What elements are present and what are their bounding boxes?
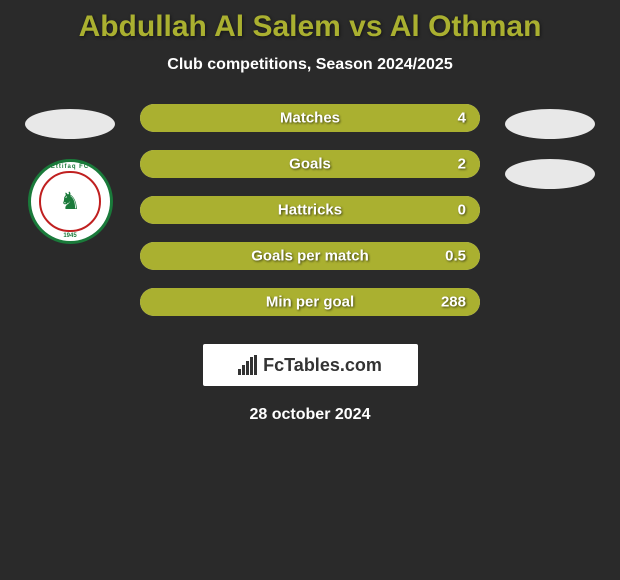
content-row: Ettifaq FC ♞ 1945 Matches 4 Goals 2 Hattrick… xyxy=(0,104,620,316)
stats-bars: Matches 4 Goals 2 Hattricks 0 Goals per match 0… xyxy=(140,104,480,316)
bar-value: 0 xyxy=(458,202,466,219)
bar-label: Min per goal xyxy=(266,294,354,311)
subtitle: Club competitions, Season 2024/2025 xyxy=(0,56,620,74)
stat-bar: Goals per match 0.5 xyxy=(140,242,480,270)
page-title: Abdullah Al Salem vs Al Othman xyxy=(0,10,620,44)
bar-value: 288 xyxy=(441,294,466,311)
bar-label: Hattricks xyxy=(278,202,342,219)
horse-icon: ♞ xyxy=(59,187,81,216)
player-avatar-left xyxy=(25,109,115,139)
bar-value: 4 xyxy=(458,110,466,127)
club-logo-name: Ettifaq FC xyxy=(51,164,89,170)
left-column: Ettifaq FC ♞ 1945 xyxy=(20,104,120,244)
club-logo-year: 1945 xyxy=(63,233,76,239)
player-avatar-right xyxy=(505,109,595,139)
stat-bar: Matches 4 xyxy=(140,104,480,132)
stat-bar: Hattricks 0 xyxy=(140,196,480,224)
brand-text: FcTables.com xyxy=(263,355,382,376)
bars-icon xyxy=(238,355,257,375)
bar-label: Goals xyxy=(289,156,331,173)
right-column xyxy=(500,104,600,189)
club-logo-right-placeholder xyxy=(505,159,595,189)
stat-bar: Goals 2 xyxy=(140,150,480,178)
bar-label: Goals per match xyxy=(251,248,369,265)
bar-value: 0.5 xyxy=(445,248,466,265)
bar-label: Matches xyxy=(280,110,340,127)
comparison-card: Abdullah Al Salem vs Al Othman Club comp… xyxy=(0,0,620,424)
bar-value: 2 xyxy=(458,156,466,173)
brand-badge[interactable]: FcTables.com xyxy=(203,344,418,386)
club-logo-inner: ♞ xyxy=(39,171,101,233)
stat-bar: Min per goal 288 xyxy=(140,288,480,316)
date-text: 28 october 2024 xyxy=(0,406,620,424)
club-logo-left: Ettifaq FC ♞ 1945 xyxy=(28,159,113,244)
